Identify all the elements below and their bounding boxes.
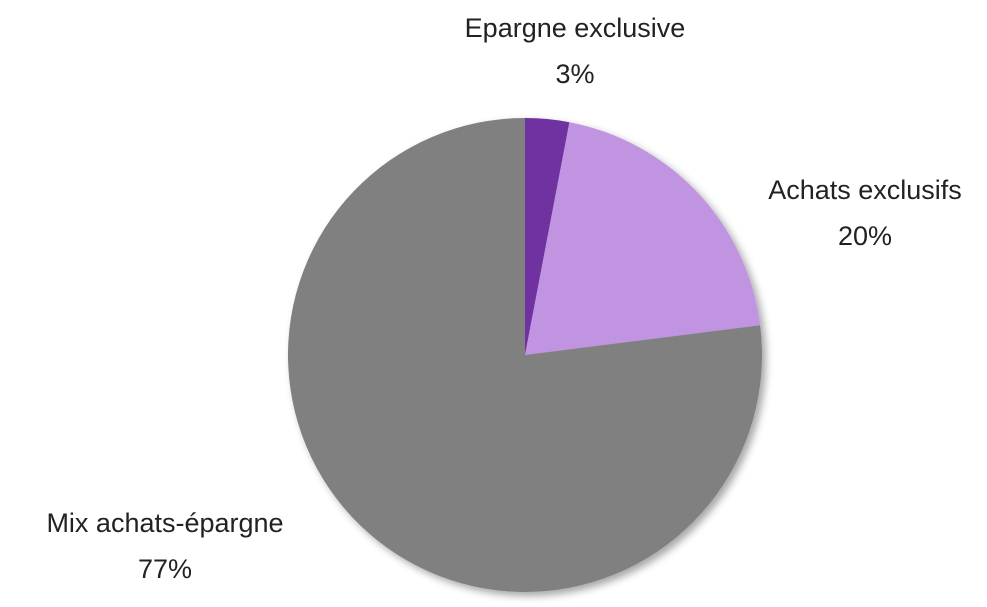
slice-value-label: 3% [555, 59, 594, 89]
pie-slice [525, 122, 761, 355]
pie-slice [287, 117, 762, 592]
slice-label: Mix achats-épargne [46, 508, 283, 538]
pie [287, 117, 762, 592]
slice-label: Achats exclusifs [768, 175, 962, 205]
slice-value-label: 20% [838, 221, 892, 251]
pie-slice [525, 118, 570, 355]
slice-label: Epargne exclusive [465, 13, 686, 43]
slice-value-label: 77% [138, 554, 192, 584]
